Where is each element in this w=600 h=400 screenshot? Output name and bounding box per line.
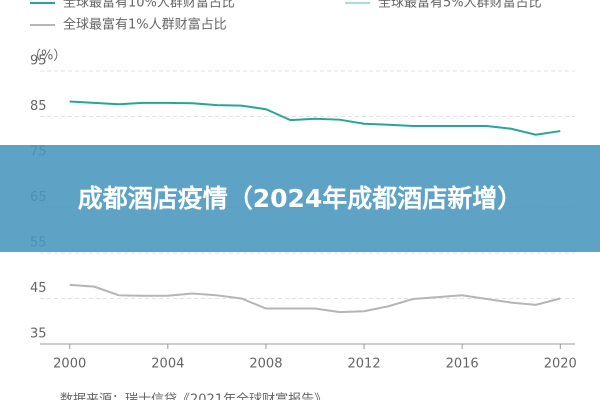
x-tick-label: 2004 xyxy=(151,357,184,372)
y-tick-label: 45 xyxy=(30,281,47,296)
y-axis-label: （%） xyxy=(28,49,66,64)
source: 数据来源：瑞士信贷《2021年全球财富报告》 xyxy=(60,392,327,400)
x-tick-label: 2020 xyxy=(544,357,577,372)
banner: 成都酒店疫情（2024年成都酒店新增） xyxy=(0,145,600,252)
x-tick-label: 2000 xyxy=(53,357,86,372)
series-line xyxy=(69,100,561,136)
x-tick-label: 2012 xyxy=(348,357,381,372)
legend-label: 全球最富有1%人群财富占比 xyxy=(63,17,227,33)
legend-label: 全球最富有5%人群财富占比 xyxy=(378,0,542,11)
series-line xyxy=(69,283,561,314)
x-tick-label: 2008 xyxy=(249,357,282,372)
legend-label: 全球最富有10%人群财富占比 xyxy=(63,0,235,11)
x-tick-label: 2016 xyxy=(446,357,479,372)
y-tick-label: 85 xyxy=(30,99,47,114)
y-tick-label: 35 xyxy=(30,327,47,342)
y-tick-label: 95 xyxy=(30,54,47,69)
